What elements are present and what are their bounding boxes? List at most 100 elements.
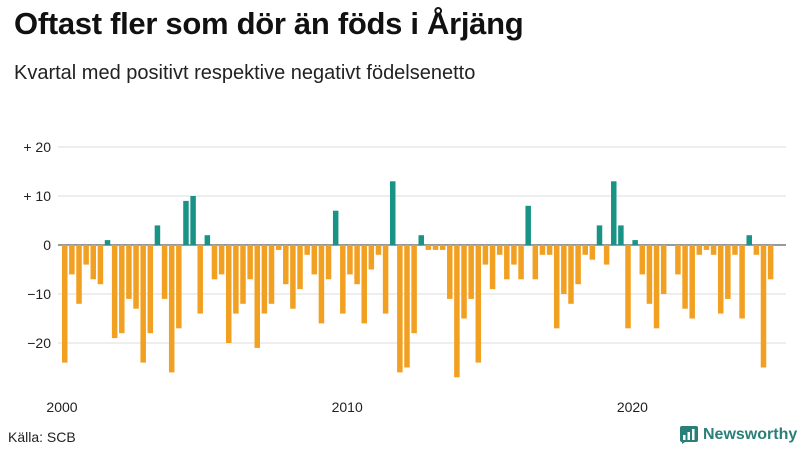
- bar: [332, 210, 339, 245]
- bar: [290, 245, 296, 309]
- bar: [725, 245, 731, 299]
- bar: [119, 245, 125, 334]
- bar: [753, 245, 760, 255]
- bar: [304, 245, 310, 255]
- bar: [354, 245, 360, 285]
- bar: [111, 245, 118, 339]
- bar: [461, 245, 467, 319]
- chart-subtitle: Kvartal med positivt respektive negativt…: [14, 62, 476, 84]
- bar: [689, 245, 695, 319]
- bar: [703, 245, 710, 250]
- bar: [682, 245, 688, 309]
- bar: [625, 245, 631, 329]
- bar: [717, 245, 724, 314]
- bar: [104, 240, 111, 245]
- bar: [197, 245, 203, 314]
- bar: [268, 245, 275, 304]
- bar: [161, 245, 168, 299]
- bar: [568, 245, 574, 304]
- bar: [97, 245, 104, 285]
- bar: [240, 245, 246, 304]
- bar: [746, 235, 752, 245]
- x-tick-label: 2010: [332, 399, 363, 415]
- bar: [582, 245, 588, 255]
- bar: [518, 245, 524, 280]
- bar: [596, 225, 603, 245]
- bar: [760, 245, 767, 368]
- bar: [710, 245, 717, 255]
- bar: [368, 245, 375, 270]
- newsworthy-logo-icon: [680, 426, 698, 444]
- brand-logo: Newsworthy: [680, 426, 797, 444]
- bar: [90, 245, 97, 280]
- bar: [411, 245, 417, 334]
- bar: [261, 245, 268, 314]
- bar: [140, 245, 146, 363]
- bar: [254, 245, 261, 348]
- bar: [311, 245, 318, 275]
- bar: [632, 240, 638, 245]
- chart-title: Oftast fler som dör än föds i Årjäng: [14, 6, 524, 41]
- bar: [447, 245, 453, 299]
- bars: [62, 181, 774, 378]
- bar: [653, 245, 660, 329]
- bar: [532, 245, 539, 280]
- bar: [511, 245, 517, 265]
- bar: [126, 245, 132, 299]
- bar: [397, 245, 403, 373]
- bar: [404, 245, 410, 368]
- bar: [375, 245, 382, 255]
- bar: [439, 245, 446, 250]
- bar: [454, 245, 460, 378]
- bar: [475, 245, 482, 363]
- bar: [575, 245, 581, 285]
- bar: [639, 245, 646, 275]
- bar: [176, 245, 182, 329]
- bar: [361, 245, 367, 324]
- brand-name: Newsworthy: [703, 426, 798, 443]
- bar: [168, 245, 175, 373]
- bar: [675, 245, 681, 275]
- bar: [525, 205, 531, 245]
- bar: [347, 245, 353, 275]
- axis-labels: + 20 + 10 0 −10 −20 2000 2010 2020: [23, 139, 648, 415]
- bar: [546, 245, 553, 255]
- bar: [133, 245, 139, 309]
- bar: [425, 245, 432, 250]
- bar: [496, 245, 503, 255]
- bar: [283, 245, 289, 285]
- bar: [696, 245, 703, 255]
- bar: [147, 245, 154, 334]
- bar: [69, 245, 75, 275]
- y-tick-label: 0: [43, 237, 51, 253]
- bar: [76, 245, 82, 304]
- bar: [482, 245, 489, 265]
- bar: [389, 181, 396, 245]
- bar: [218, 245, 225, 275]
- bar: [190, 196, 196, 245]
- bar: [767, 245, 774, 280]
- bar: [611, 181, 617, 245]
- bar: [225, 245, 232, 343]
- bar: [325, 245, 332, 280]
- bar: [62, 245, 68, 363]
- bar: [233, 245, 239, 314]
- y-tick-label: + 20: [23, 139, 51, 155]
- bar: [318, 245, 325, 324]
- bar: [468, 245, 474, 299]
- bar: [247, 245, 253, 280]
- bar: [603, 245, 610, 265]
- y-tick-label: −10: [27, 286, 51, 302]
- bar: [660, 245, 667, 294]
- bar: [154, 225, 161, 245]
- bar: [297, 245, 303, 290]
- bar: [553, 245, 560, 329]
- x-tick-label: 2020: [617, 399, 648, 415]
- bar: [382, 245, 389, 314]
- bar: [432, 245, 439, 250]
- bar: [183, 200, 189, 245]
- bar: [646, 245, 653, 304]
- bar: [418, 235, 424, 245]
- bar: [618, 225, 624, 245]
